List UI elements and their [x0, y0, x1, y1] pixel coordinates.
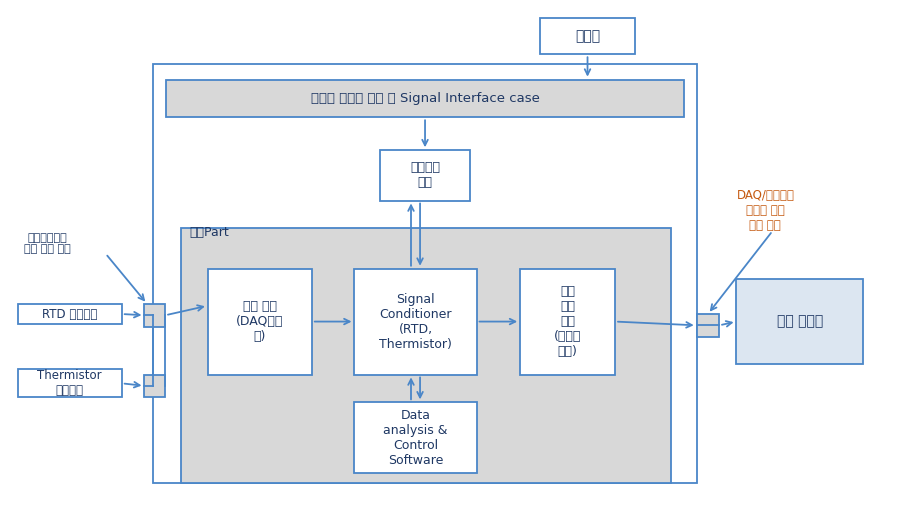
- Bar: [208, 269, 311, 375]
- Bar: [144, 375, 165, 397]
- Bar: [153, 64, 696, 483]
- Text: 신호전달
모듈: 신호전달 모듈: [410, 161, 440, 189]
- Text: 사용자 설정값 입력 및 Signal Interface case: 사용자 설정값 입력 및 Signal Interface case: [311, 92, 539, 105]
- Bar: [354, 402, 477, 473]
- Bar: [540, 18, 635, 54]
- Bar: [166, 80, 684, 117]
- Text: 센서Part: 센서Part: [190, 227, 230, 239]
- Bar: [696, 314, 719, 337]
- Bar: [17, 304, 122, 324]
- Bar: [354, 269, 477, 375]
- Text: Thermistor
온도센서: Thermistor 온도센서: [37, 369, 102, 397]
- Bar: [520, 269, 615, 375]
- Text: 신호
출력
회로
(릴레이
포함): 신호 출력 회로 (릴레이 포함): [554, 285, 581, 358]
- Text: 온도센서와의
입력 연결 단자: 온도센서와의 입력 연결 단자: [24, 233, 71, 254]
- Text: Data
analysis &
Control
Software: Data analysis & Control Software: [383, 409, 448, 466]
- Text: 사용자: 사용자: [575, 29, 600, 43]
- Text: 기존 제어기: 기존 제어기: [776, 314, 823, 329]
- Text: Signal
Conditioner
(RTD,
Thermistor): Signal Conditioner (RTD, Thermistor): [380, 293, 452, 350]
- Text: RTD 온도센서: RTD 온도센서: [42, 308, 97, 320]
- Bar: [17, 370, 122, 397]
- Bar: [380, 150, 470, 201]
- Bar: [736, 279, 864, 365]
- Text: DAQ/제어시스
템과의 출력
연결 단자: DAQ/제어시스 템과의 출력 연결 단자: [736, 189, 794, 232]
- Bar: [144, 304, 165, 327]
- Text: 입력 회로
(DAQ시스
템): 입력 회로 (DAQ시스 템): [236, 300, 283, 343]
- Bar: [181, 228, 671, 483]
